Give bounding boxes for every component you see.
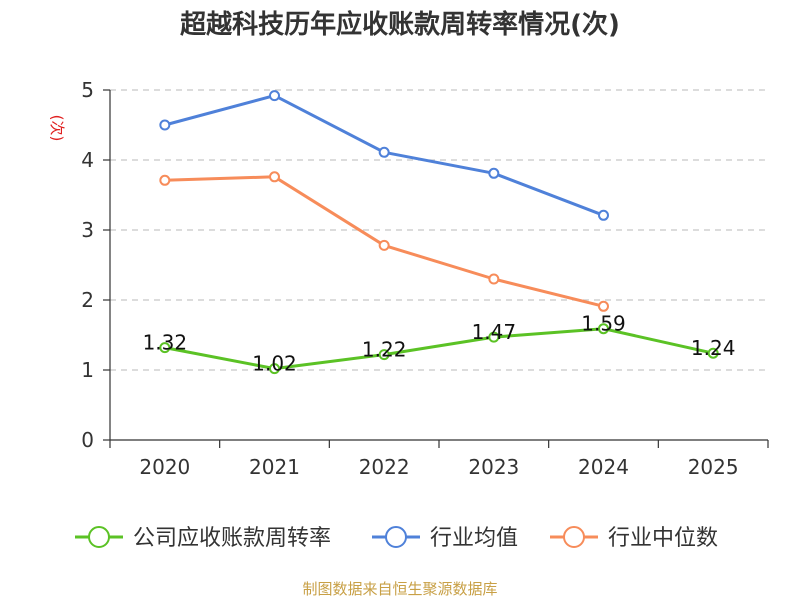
point-1-2022 xyxy=(378,146,390,158)
data-label-2024: 1.59 xyxy=(581,312,626,336)
legend[interactable]: 公司应收账款周转率 行业均值 行业中位数 xyxy=(75,526,718,551)
x-tick-label-2022: 2022 xyxy=(359,455,410,479)
legend-item-1[interactable]: 行业均值 xyxy=(372,526,518,551)
legend-label-2: 行业中位数 xyxy=(608,526,718,551)
grid-lines xyxy=(110,89,768,371)
chart-title: 超越科技历年应收账款周转率情况(次) xyxy=(180,10,620,40)
data-label-2021: 1.02 xyxy=(252,352,297,376)
x-tick-label-2024: 2024 xyxy=(578,455,629,479)
data-source: 制图数据来自恒生聚源数据库 xyxy=(302,580,498,598)
x-tick-label-2021: 2021 xyxy=(249,455,300,479)
point-2-2023 xyxy=(488,273,500,285)
legend-marker-0 xyxy=(88,526,110,548)
data-label-2025: 1.24 xyxy=(691,336,736,360)
y-axis-label: (次) xyxy=(48,115,66,142)
point-0-2021 xyxy=(269,363,280,375)
point-1-2020 xyxy=(159,119,171,131)
point-1-2021 xyxy=(269,90,280,102)
legend-item-2[interactable]: 行业中位数 xyxy=(550,526,718,551)
legend-label-0: 公司应收账款周转率 xyxy=(133,526,331,551)
y-tick-label-4: 4 xyxy=(81,148,94,172)
y-tick-label-2: 2 xyxy=(81,288,94,312)
data-labels: 1.32 1.02 1.22 1.47 1.59 1.24 xyxy=(143,312,736,376)
point-0-2024 xyxy=(598,323,609,335)
x-tick-label-2020: 2020 xyxy=(139,455,190,479)
y-tick-label-5: 5 xyxy=(81,78,94,102)
x-tick-label-2023: 2023 xyxy=(468,455,519,479)
point-0-2023 xyxy=(488,331,500,343)
point-1-2023 xyxy=(488,167,500,179)
data-label-2022: 1.22 xyxy=(362,338,407,362)
data-label-2020: 1.32 xyxy=(143,331,188,355)
series-group xyxy=(159,90,719,375)
legend-marker-1 xyxy=(385,526,407,548)
point-0-2020 xyxy=(159,342,171,354)
series-line-0 xyxy=(164,327,714,371)
point-0-2025 xyxy=(707,347,719,359)
legend-item-0[interactable]: 公司应收账款周转率 xyxy=(75,526,331,551)
point-0-2022 xyxy=(378,349,390,361)
legend-marker-2 xyxy=(563,526,585,548)
y-tick-label-3: 3 xyxy=(81,218,94,242)
y-tick-label-1: 1 xyxy=(81,358,94,382)
data-label-2023: 1.47 xyxy=(472,320,517,344)
point-2-2021 xyxy=(269,171,280,183)
x-tick-label-2025: 2025 xyxy=(688,455,739,479)
point-2-2024 xyxy=(598,300,609,312)
point-1-2024 xyxy=(598,209,609,221)
axes: 0 1 2 3 4 5 2020 2021 2022 2023 2024 2025 xyxy=(81,78,769,479)
point-2-2020 xyxy=(159,174,171,186)
y-tick-label-0: 0 xyxy=(81,428,94,452)
legend-label-1: 行业均值 xyxy=(430,526,518,551)
point-2-2022 xyxy=(378,239,390,251)
